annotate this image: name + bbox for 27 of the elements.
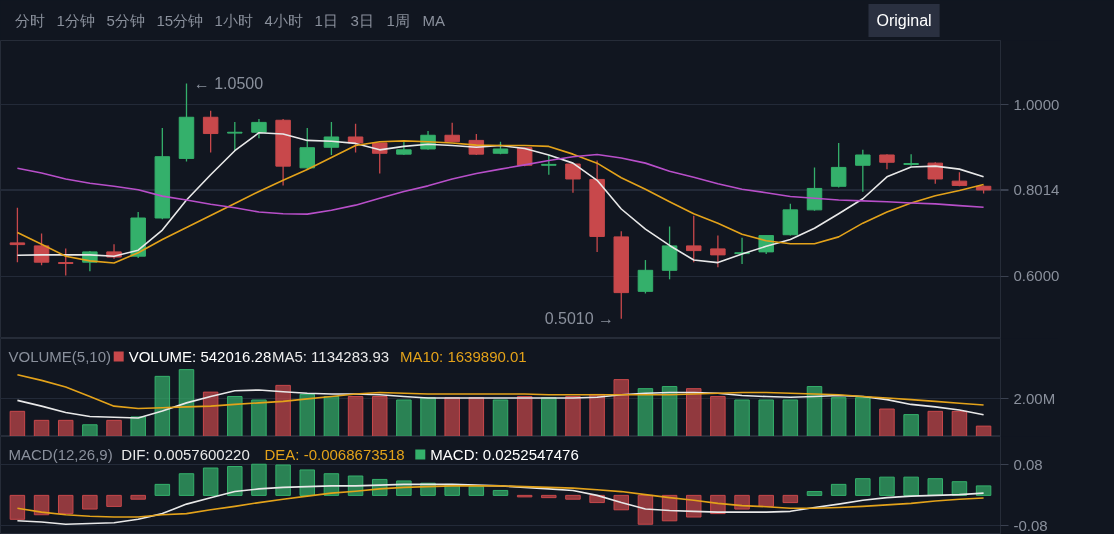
- annotation: 0.5010 →: [544, 310, 615, 328]
- text: 15分钟: [156, 12, 204, 29]
- text: 3日: [350, 12, 374, 29]
- text: MA: [422, 12, 445, 29]
- text: 4小时: [264, 12, 303, 29]
- text: 1周: [386, 12, 410, 29]
- annotation: ← 1.0500: [193, 74, 264, 92]
- text: 1分钟: [56, 12, 95, 29]
- series-label: MA5: 1134283.93: [271, 348, 390, 365]
- y-tick-label: 1.0000: [1013, 95, 1060, 113]
- legend-label: MACD: 0.0252547476: [430, 446, 579, 463]
- y-tick-label: 0.6000: [1013, 267, 1060, 285]
- series-label: DEA: -0.0068673518: [264, 446, 405, 463]
- y-tick-label: 0.8014: [1013, 180, 1060, 198]
- series-label: DIF: 0.0057600220: [121, 446, 250, 463]
- legend-label: VOLUME: 542016.28: [128, 348, 272, 365]
- text: MACD(12,26,9): [8, 446, 113, 463]
- text: 1小时: [214, 12, 253, 29]
- y-tick-label: 2.00M: [1013, 389, 1056, 407]
- text: 5分钟: [106, 12, 145, 29]
- text: 1日: [314, 12, 338, 29]
- text: 分时: [14, 12, 45, 29]
- series-label: MA10: 1639890.01: [399, 348, 527, 365]
- text: Original: [876, 12, 932, 29]
- y-tick-label: -0.08: [1013, 516, 1048, 534]
- text: VOLUME(5,10): [8, 348, 112, 365]
- y-tick-label: 0.08: [1013, 455, 1043, 473]
